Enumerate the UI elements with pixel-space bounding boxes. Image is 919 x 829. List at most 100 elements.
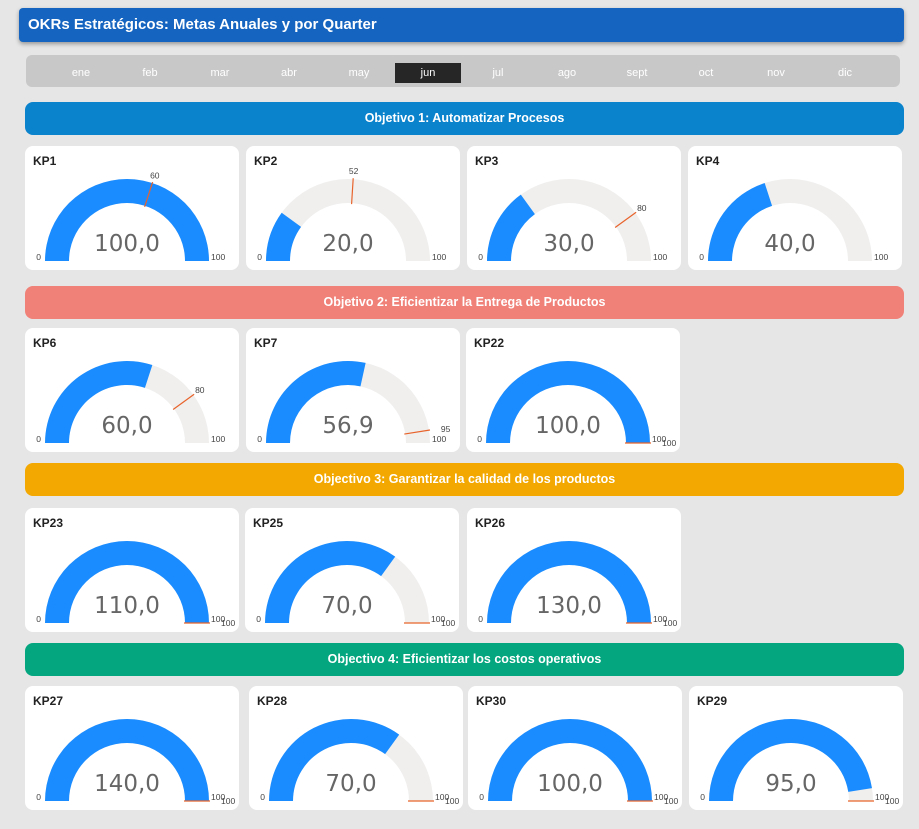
gauge-chart: 95 0 100 56,9 (257, 361, 451, 444)
max-label: 100 (211, 614, 225, 624)
month-jul[interactable]: jul (492, 67, 504, 79)
kpi-title: KP25 (253, 516, 284, 530)
gauge-chart: 0 100 40,0 (699, 179, 888, 262)
month-jun[interactable]: jun (395, 63, 461, 83)
max-label: 100 (874, 252, 888, 262)
gauge-chart: 80 0 100 60,0 (36, 361, 225, 444)
target-label: 95 (441, 424, 451, 434)
target-marker (404, 429, 431, 435)
month-may[interactable]: may (348, 67, 370, 79)
kpi-card-kp1[interactable]: KP1 60 0 100 100,0 (25, 146, 239, 270)
kpi-card-kp2[interactable]: KP2 52 0 100 20,0 (246, 146, 460, 270)
month-feb[interactable]: feb (142, 67, 158, 79)
min-label: 0 (257, 434, 262, 444)
kpi-title: KP1 (33, 154, 57, 168)
kpi-card-kp23[interactable]: KP23 100 0 100 110,0 (25, 508, 239, 632)
kpi-title: KP2 (254, 154, 278, 168)
kpi-title: KP27 (33, 694, 64, 708)
kpi-card-kp26[interactable]: KP26 100 0 100 130,0 (467, 508, 681, 632)
min-label: 0 (478, 252, 483, 262)
max-label: 100 (432, 434, 446, 444)
max-label: 100 (435, 792, 449, 802)
month-dic[interactable]: dic (837, 67, 853, 79)
target-label: 100 (441, 618, 455, 628)
gauge-fill (45, 361, 153, 443)
target-label: 100 (663, 618, 677, 628)
gauge-fill (265, 541, 396, 623)
max-label: 100 (875, 792, 889, 802)
objective-4-header: Objectivo 4: Eficientizar los costos ope… (25, 643, 904, 676)
kpi-title: KP3 (475, 154, 499, 168)
kpi-card-kp4[interactable]: KP4 0 100 40,0 (688, 146, 902, 270)
kpi-card-kp3[interactable]: KP3 80 0 100 30,0 (467, 146, 681, 270)
kpi-card-kp25[interactable]: KP25 100 0 100 70,0 (245, 508, 459, 632)
min-label: 0 (256, 614, 261, 624)
min-label: 0 (699, 252, 704, 262)
target-marker (614, 211, 637, 228)
kpi-card-kp29[interactable]: KP29 100 0 100 95,0 (689, 686, 903, 810)
max-label: 100 (652, 434, 666, 444)
objective-1-header: Objetivo 1: Automatizar Procesos (25, 102, 904, 135)
min-label: 0 (478, 614, 483, 624)
gauge-track (266, 179, 430, 261)
kpi-title: KP30 (476, 694, 507, 708)
max-label: 100 (211, 792, 225, 802)
kpi-card-kp7[interactable]: KP7 95 0 100 56,9 (246, 328, 460, 452)
max-label: 100 (653, 614, 667, 624)
kpi-title: KP26 (475, 516, 506, 530)
gauge-value: 40,0 (764, 231, 815, 257)
target-label: 100 (221, 618, 235, 628)
gauge-value: 56,9 (322, 413, 373, 439)
page-title: OKRs Estratégicos: Metas Anuales y por Q… (19, 8, 904, 42)
kpi-card-kp28[interactable]: KP28 100 0 100 70,0 (249, 686, 463, 810)
kpi-title: KP29 (697, 694, 728, 708)
gauge-value: 20,0 (322, 231, 373, 257)
gauge-fill (708, 183, 773, 261)
month-oct[interactable]: oct (698, 67, 714, 79)
target-label: 100 (662, 438, 676, 448)
objective-2-header: Objetivo 2: Eficientizar la Entrega de P… (25, 286, 904, 319)
kpi-title: KP22 (474, 336, 505, 350)
gauge-chart: 100 0 100 70,0 (260, 719, 459, 806)
month-mar[interactable]: mar (210, 67, 230, 79)
max-label: 100 (654, 792, 668, 802)
gauge-fill (266, 212, 302, 261)
gauge-fill (45, 719, 209, 801)
gauge-chart: 100 0 100 95,0 (700, 719, 899, 806)
gauge-chart: 100 0 100 100,0 (477, 361, 676, 448)
min-label: 0 (479, 792, 484, 802)
month-nov[interactable]: nov (767, 67, 785, 79)
month-ago[interactable]: ago (557, 67, 577, 79)
max-label: 100 (211, 434, 225, 444)
target-marker (350, 178, 354, 205)
max-label: 100 (653, 252, 667, 262)
min-label: 0 (257, 252, 262, 262)
month-abr[interactable]: abr (281, 67, 297, 79)
gauge-chart: 100 0 100 110,0 (36, 541, 235, 628)
kpi-card-kp30[interactable]: KP30 100 0 100 100,0 (468, 686, 682, 810)
kpi-title: KP6 (33, 336, 57, 350)
gauge-fill (488, 719, 652, 801)
gauge-fill (487, 541, 651, 623)
gauge-chart: 100 0 100 70,0 (256, 541, 455, 628)
min-label: 0 (260, 792, 265, 802)
gauge-track (487, 179, 651, 261)
kpi-card-kp6[interactable]: KP6 80 0 100 60,0 (25, 328, 239, 452)
target-label: 100 (664, 796, 678, 806)
min-label: 0 (36, 434, 41, 444)
month-ene[interactable]: ene (71, 67, 91, 79)
kpi-card-kp27[interactable]: KP27 100 0 100 140,0 (25, 686, 239, 810)
gauge-fill (709, 719, 872, 801)
gauge-value: 100,0 (537, 771, 603, 797)
month-sept[interactable]: sept (626, 67, 648, 79)
min-label: 0 (477, 434, 482, 444)
target-label: 100 (445, 796, 459, 806)
target-marker (172, 393, 195, 410)
kpi-card-kp22[interactable]: KP22 100 0 100 100,0 (466, 328, 680, 452)
max-label: 100 (432, 252, 446, 262)
gauge-value: 100,0 (94, 231, 160, 257)
target-label: 100 (221, 796, 235, 806)
kpi-title: KP23 (33, 516, 64, 530)
month-slicer: ene feb mar abr may jun jul ago sept oct… (26, 55, 900, 87)
kpi-title: KP28 (257, 694, 288, 708)
